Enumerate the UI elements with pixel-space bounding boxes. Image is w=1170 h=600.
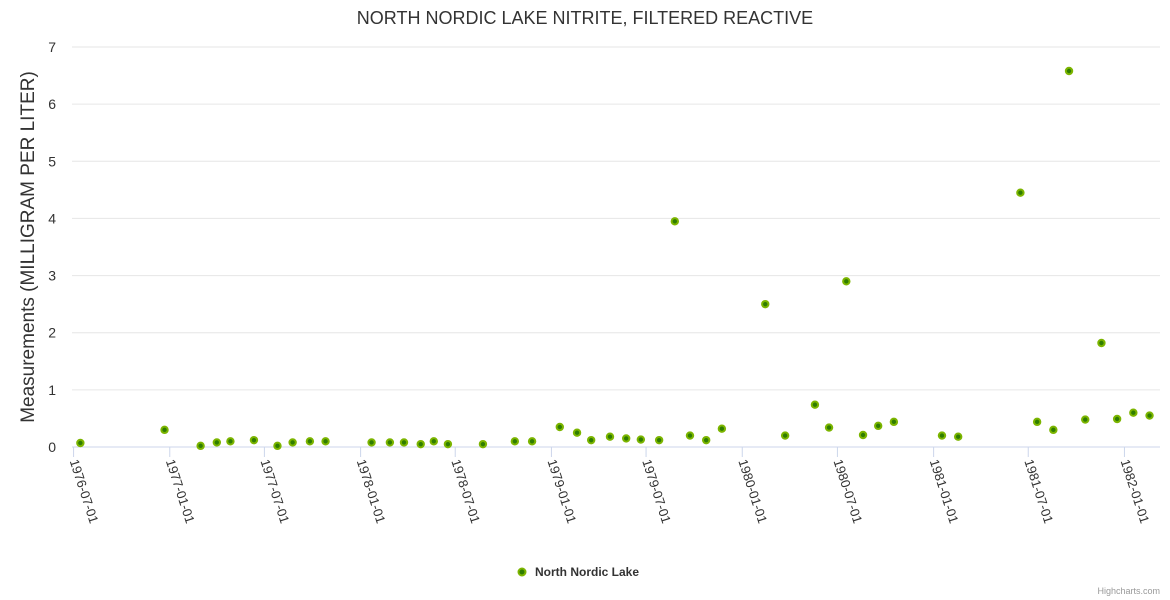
x-tick-label: 1977-01-01 — [163, 457, 198, 525]
data-point[interactable] — [605, 432, 615, 441]
x-tick-label: 1979-01-01 — [545, 457, 580, 525]
x-tick-label: 1980-01-01 — [735, 457, 770, 525]
data-point[interactable] — [701, 435, 711, 445]
data-point[interactable] — [717, 424, 727, 433]
credits-link[interactable]: Highcharts.com — [1097, 586, 1160, 596]
data-point[interactable] — [385, 438, 395, 447]
chart-title: NORTH NORDIC LAKE NITRITE, FILTERED REAC… — [357, 8, 813, 28]
y-tick-label: 1 — [48, 382, 56, 398]
data-point[interactable] — [305, 437, 315, 446]
data-point[interactable] — [1049, 425, 1058, 435]
data-point[interactable] — [196, 441, 205, 451]
y-tick-label: 0 — [48, 439, 56, 455]
data-point[interactable] — [1064, 66, 1074, 76]
data-point[interactable] — [685, 431, 695, 440]
data-point[interactable] — [212, 438, 222, 447]
x-tick-label: 1976-07-01 — [67, 457, 102, 525]
data-point[interactable] — [1016, 188, 1025, 197]
legend-marker-icon — [517, 567, 527, 577]
data-point[interactable] — [226, 437, 235, 446]
data-point[interactable] — [76, 438, 85, 448]
data-point[interactable] — [1112, 414, 1122, 424]
data-point[interactable] — [249, 435, 259, 445]
y-axis-ticks: 0 1 2 3 4 5 6 7 — [48, 39, 56, 455]
data-point[interactable] — [873, 421, 883, 431]
x-tick-label: 1978-01-01 — [354, 457, 389, 525]
x-tick-label: 1980-07-01 — [831, 457, 866, 525]
data-point[interactable] — [858, 430, 868, 440]
data-point[interactable] — [443, 439, 453, 449]
data-point[interactable] — [288, 438, 297, 447]
data-point[interactable] — [1097, 338, 1106, 348]
data-point[interactable] — [670, 217, 680, 226]
data-point[interactable] — [654, 435, 664, 445]
gridlines — [72, 46, 1160, 448]
data-point[interactable] — [621, 434, 631, 443]
x-tick-label: 1982-01-01 — [1118, 457, 1153, 525]
data-point[interactable] — [160, 425, 169, 435]
x-tick-label: 1977-07-01 — [258, 457, 293, 525]
data-point[interactable] — [953, 432, 963, 441]
x-tick-label: 1981-07-01 — [1021, 457, 1056, 525]
data-point[interactable] — [1032, 417, 1042, 427]
y-tick-label: 4 — [48, 210, 56, 226]
y-axis-title: Measurements (MILLIGRAM PER LITER) — [18, 71, 39, 423]
data-point[interactable] — [1081, 415, 1090, 424]
data-points — [76, 66, 1154, 451]
data-point[interactable] — [527, 437, 537, 446]
data-point[interactable] — [273, 441, 282, 451]
x-tick-label: 1978-07-01 — [448, 457, 483, 525]
y-tick-label: 3 — [48, 268, 56, 284]
data-point[interactable] — [572, 428, 582, 437]
data-point[interactable] — [416, 439, 425, 449]
legend-item[interactable]: North Nordic Lake — [517, 565, 640, 579]
data-point[interactable] — [842, 277, 851, 286]
data-point[interactable] — [1145, 411, 1154, 420]
x-axis-ticks: 1976-07-01 1977-01-01 1977-07-01 1978-01-01… — [67, 447, 1153, 525]
data-point[interactable] — [429, 437, 438, 446]
data-point[interactable] — [586, 435, 596, 445]
data-point[interactable] — [510, 437, 520, 446]
y-tick-label: 6 — [48, 96, 56, 112]
y-tick-label: 2 — [48, 325, 56, 341]
y-tick-label: 7 — [48, 39, 56, 55]
data-point[interactable] — [937, 431, 947, 440]
x-tick-label: 1979-07-01 — [639, 457, 674, 525]
data-point[interactable] — [367, 438, 376, 447]
data-point[interactable] — [478, 439, 488, 449]
data-point[interactable] — [889, 417, 899, 427]
data-point[interactable] — [1129, 408, 1138, 417]
data-point[interactable] — [780, 431, 790, 440]
legend-label: North Nordic Lake — [535, 565, 639, 579]
y-tick-label: 5 — [48, 153, 56, 169]
data-point[interactable] — [555, 422, 564, 432]
data-point[interactable] — [636, 435, 646, 444]
data-point[interactable] — [824, 423, 834, 432]
data-point[interactable] — [399, 438, 409, 447]
data-point[interactable] — [321, 437, 330, 446]
data-point[interactable] — [810, 400, 820, 409]
data-point[interactable] — [761, 299, 770, 309]
x-tick-label: 1981-01-01 — [927, 457, 962, 525]
